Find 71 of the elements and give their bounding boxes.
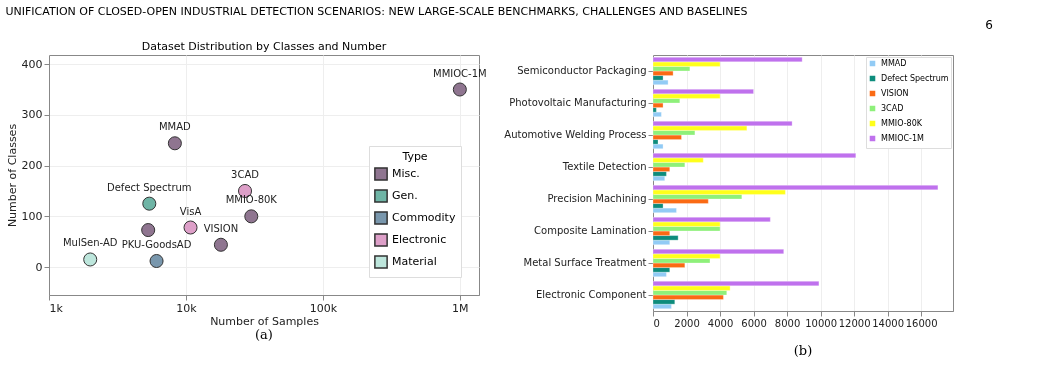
x-tick-label: 1M	[452, 301, 469, 315]
y-tick-label: Metal Surface Treatment	[523, 257, 647, 268]
x-tick-label: 6000	[741, 317, 767, 329]
bar	[652, 249, 784, 255]
y-tick-label: 400	[21, 57, 43, 71]
x-axis-title: Number of Samples	[210, 314, 320, 328]
legend-label: Electronic	[392, 233, 447, 246]
x-tick-label: 2000	[674, 317, 700, 329]
legend-label: Gen.	[392, 189, 418, 202]
bar	[652, 89, 754, 95]
bar	[652, 217, 771, 223]
legend-label: Misc.	[392, 167, 420, 180]
bar	[652, 143, 664, 149]
x-tick-label: 0	[653, 317, 660, 329]
annotation: MMAD	[158, 121, 192, 133]
legend-label: VISION	[881, 88, 909, 98]
text: (b)	[793, 343, 813, 358]
x-tick-label: 100k	[309, 301, 338, 315]
text: (a)	[255, 327, 273, 342]
x-tick-label: 1k	[49, 301, 64, 315]
legend-label: MMAD	[881, 58, 907, 68]
annotation: MMIO-80K	[225, 194, 278, 206]
y-tick-label: Composite Lamination	[534, 225, 647, 236]
y-tick-label: 200	[21, 159, 43, 173]
annotation: Defect Spectrum	[107, 181, 192, 193]
annotation: MMIOC-1M	[433, 67, 487, 79]
bar	[652, 235, 679, 241]
x-tick-label: 12000	[838, 317, 871, 329]
annotation: PKU-GoodsAD	[121, 239, 192, 250]
legend-label: MMIOC-1M	[881, 133, 925, 143]
x-tick-label: 16000	[905, 317, 938, 329]
legend-label: 3CAD	[881, 103, 904, 113]
y-tick-label: 100	[21, 209, 43, 223]
bar	[652, 281, 820, 287]
y-tick-label: Precision Machining	[547, 193, 647, 204]
legend-label: Commodity	[392, 211, 456, 224]
legend-label: Defect Spectrum	[881, 73, 949, 83]
y-tick-label: 0	[35, 260, 43, 274]
text: 6	[985, 18, 993, 32]
legend-label: MMIO-80K	[881, 118, 923, 128]
y-axis-title: Number of Classes	[5, 123, 19, 228]
y-tick-label: Textile Detection	[561, 161, 647, 172]
annotation: 3CAD	[231, 168, 260, 180]
bar	[652, 207, 677, 213]
bar	[652, 171, 667, 177]
bar	[652, 185, 939, 191]
y-tick-label: Semiconductor Packaging	[517, 65, 647, 76]
x-tick-label: 14000	[872, 317, 905, 329]
annotation: VISION	[203, 222, 239, 234]
y-tick-label: Electronic Component	[535, 289, 647, 300]
bar	[652, 111, 662, 117]
bar	[652, 79, 669, 85]
x-tick-label: 4000	[707, 317, 734, 329]
bar	[652, 57, 803, 63]
x-tick-label: 10000	[805, 317, 837, 329]
x-tick-label: 10k	[176, 301, 198, 315]
legend-label: Material	[392, 255, 437, 268]
y-tick-label: 300	[21, 108, 43, 122]
text: UNIFICATION OF CLOSED-OPEN INDUSTRIAL DETECTION SCENARIOS: NEW LARGE-SCALE BENCHMARKS, CHALLENGES AND BASELINES	[5, 4, 748, 18]
y-tick-label: Automotive Welding Process	[504, 129, 647, 140]
chart-title: Dataset Distribution by Classes and Number	[141, 40, 387, 53]
legend-title: Type	[401, 150, 428, 163]
bar	[652, 121, 793, 127]
bar	[652, 290, 727, 296]
x-tick-label: 8000	[774, 317, 801, 329]
bar	[652, 271, 667, 277]
annotation: MulSen-AD	[62, 237, 118, 249]
bar	[652, 226, 721, 232]
annotation: VisA	[179, 205, 202, 217]
y-tick-label: Photovoltaic Manufacturing	[509, 97, 647, 108]
bar	[652, 153, 856, 159]
